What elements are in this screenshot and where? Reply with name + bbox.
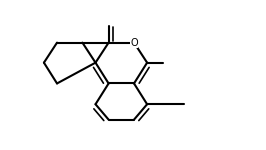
Text: O: O xyxy=(130,38,138,48)
